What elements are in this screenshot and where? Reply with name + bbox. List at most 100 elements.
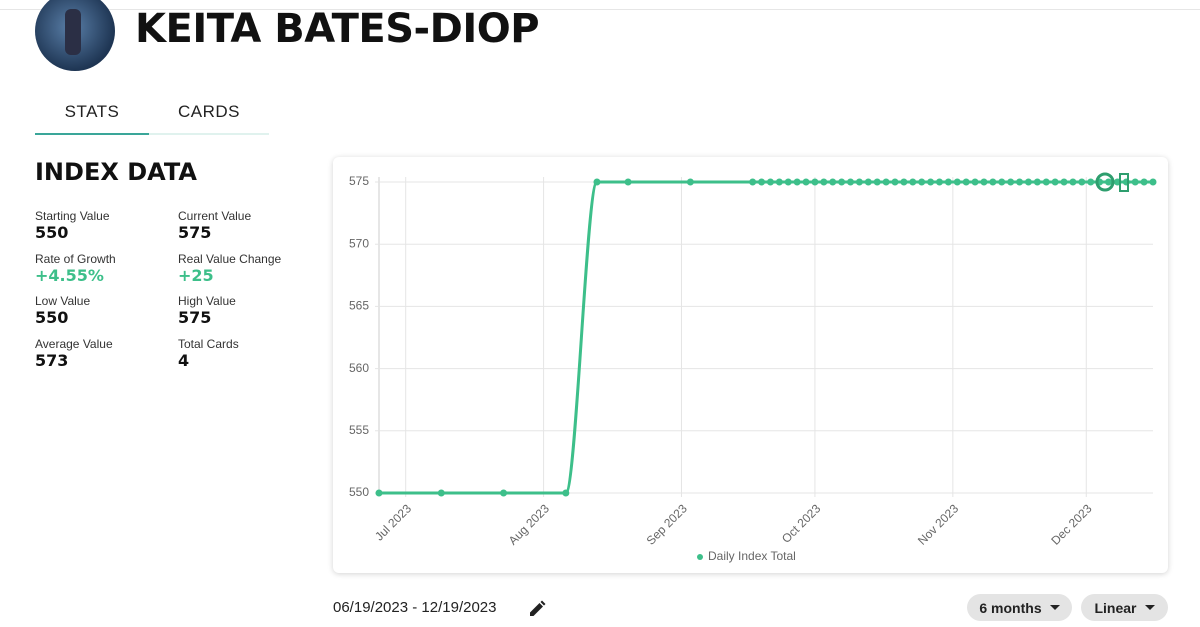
caret <box>1049 605 1060 610</box>
stat: Rate of Growth +4.55% <box>35 252 175 285</box>
stat-value: 550 <box>35 308 69 328</box>
point <box>855 178 863 186</box>
point <box>811 178 819 186</box>
divider <box>0 9 1200 10</box>
point <box>793 178 801 186</box>
player-name: KEITA BATES-DIOP <box>135 6 540 52</box>
point <box>766 178 774 186</box>
scale-select[interactable]: Linear <box>1081 594 1168 621</box>
point <box>909 178 917 186</box>
point <box>1024 178 1032 186</box>
y-tick-label: 550 <box>349 485 369 499</box>
stat-label: High Value <box>178 294 236 309</box>
stat-value: 573 <box>35 351 69 371</box>
point <box>1060 178 1068 186</box>
point <box>927 178 935 186</box>
point <box>624 178 632 186</box>
tab[interactable]: STATS <box>64 102 120 121</box>
point <box>882 178 890 186</box>
point <box>686 178 694 186</box>
pencil <box>530 600 546 616</box>
x-tick-label: Nov 2023 <box>915 501 961 547</box>
stat-label: Low Value <box>35 294 91 309</box>
stat: Low Value 550 <box>35 294 175 327</box>
stat-value: +25 <box>178 265 214 285</box>
avatar <box>35 0 115 71</box>
point <box>1105 178 1113 186</box>
chart: 550 555 560 565 570 575 Jul 2023 Aug 2023 Sep 20… <box>349 172 1157 563</box>
y-tick-label: 570 <box>349 236 369 250</box>
button-label: Linear <box>1094 599 1137 616</box>
stat: High Value 575 <box>178 294 318 327</box>
point <box>437 489 445 497</box>
point <box>829 178 837 186</box>
tab-underline <box>149 133 269 135</box>
tab-indicator <box>35 133 149 135</box>
point <box>838 178 846 186</box>
point <box>847 178 855 186</box>
legend-marker <box>697 554 703 560</box>
stat-value: 4 <box>178 351 190 371</box>
point <box>1087 178 1095 186</box>
point <box>758 178 766 186</box>
y-tick-label: 555 <box>349 423 369 437</box>
period-select[interactable]: 6 months <box>967 594 1072 621</box>
x-tick-label: Jul 2023 <box>372 501 414 543</box>
point <box>953 178 961 186</box>
stat: Total Cards 4 <box>178 337 318 370</box>
point <box>820 178 828 186</box>
y-tick-label: 560 <box>349 361 369 375</box>
stat: Average Value 573 <box>35 337 175 370</box>
point <box>375 489 383 497</box>
point <box>1016 178 1024 186</box>
stat-label: Real Value Change <box>178 251 282 266</box>
point <box>998 178 1006 186</box>
point <box>962 178 970 186</box>
x-tick-label: Aug 2023 <box>506 501 552 547</box>
point <box>1042 178 1050 186</box>
point <box>1007 178 1015 186</box>
button-label: 6 months <box>979 599 1042 616</box>
caret <box>1144 605 1155 610</box>
point <box>918 178 926 186</box>
stat-value: 550 <box>35 223 69 242</box>
stat-value: +4.55% <box>35 265 104 285</box>
point <box>980 178 988 186</box>
stat-label: Rate of Growth <box>35 251 116 266</box>
point <box>989 178 997 186</box>
point <box>900 178 908 186</box>
point <box>1033 178 1041 186</box>
point <box>935 178 943 186</box>
point <box>775 178 783 186</box>
avatar-figure <box>65 9 81 55</box>
watermark <box>1119 173 1129 192</box>
point <box>784 178 792 186</box>
stat: Starting Value 550 <box>35 209 175 242</box>
point <box>749 178 757 186</box>
point <box>802 178 810 186</box>
point <box>562 489 570 497</box>
line <box>379 180 1153 495</box>
y-tick-label: 565 <box>349 299 369 313</box>
point <box>1069 178 1077 186</box>
stat-value: 575 <box>178 308 212 328</box>
stat-label: Starting Value <box>35 209 110 223</box>
x-tick-label: Dec 2023 <box>1048 501 1094 547</box>
stat: Current Value 575 <box>178 209 318 242</box>
section-title: INDEX DATA <box>35 158 197 186</box>
point <box>873 178 881 186</box>
date-range: 06/19/2023 - 12/19/2023 <box>333 599 497 616</box>
stat-label: Current Value <box>178 209 252 223</box>
point <box>593 178 601 186</box>
watermark <box>1095 172 1115 192</box>
point <box>500 489 508 497</box>
point <box>1078 178 1086 186</box>
tab[interactable]: CARDS <box>177 102 240 121</box>
edit-icon[interactable] <box>528 600 546 618</box>
x-tick-label: Oct 2023 <box>779 501 824 546</box>
point <box>864 178 872 186</box>
point <box>891 178 899 186</box>
point <box>1051 178 1059 186</box>
legend-label: Daily Index Total <box>708 549 796 563</box>
